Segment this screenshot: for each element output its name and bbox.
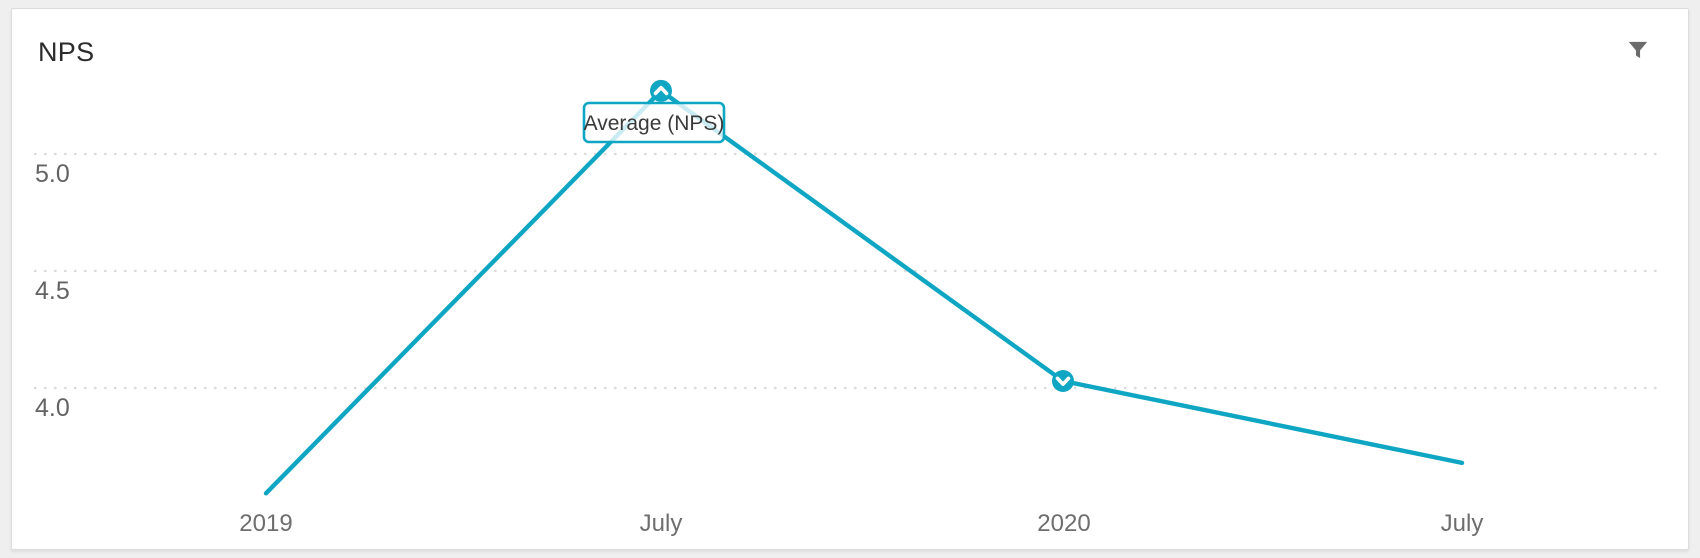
nps-chart-card: NPS [11, 8, 1689, 550]
y-axis-labels: 5.0 4.5 4.0 [35, 160, 70, 422]
gridlines [33, 152, 1659, 390]
tooltip-box [582, 101, 726, 144]
chevron-up-icon [653, 85, 669, 96]
card-title: NPS [38, 37, 95, 67]
y-tick-4.0: 4.0 [35, 394, 70, 422]
x-tick-july-2019: July [640, 510, 683, 537]
x-tick-2019: 2019 [239, 510, 292, 537]
marker-circle [1052, 369, 1074, 392]
marker-circle [650, 79, 672, 102]
nps-series-line [263, 88, 1465, 496]
filter-button[interactable] [1622, 35, 1654, 67]
series-line-group [263, 88, 1465, 496]
data-point-marker-up[interactable] [650, 79, 672, 102]
x-tick-july-2020: July [1441, 510, 1484, 537]
tooltip-label: Average (NPS) [584, 112, 725, 135]
x-tick-2020: 2020 [1037, 510, 1090, 537]
y-tick-5.0: 5.0 [35, 160, 70, 188]
chevron-down-icon [1055, 376, 1071, 386]
series-tooltip: Average (NPS) [582, 101, 726, 144]
y-tick-4.5: 4.5 [35, 277, 70, 305]
filter-funnel-icon [1628, 41, 1648, 59]
series-markers [650, 79, 1074, 392]
data-point-marker-down[interactable] [1052, 369, 1074, 392]
x-axis-labels: 2019 July 2020 July [239, 510, 1483, 537]
